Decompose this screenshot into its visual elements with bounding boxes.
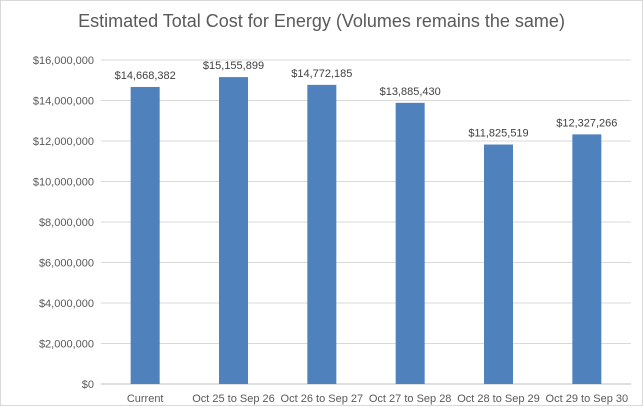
bar <box>219 77 248 384</box>
bar <box>130 86 160 384</box>
x-tick-label: Oct 28 to Sep 29 <box>457 393 540 405</box>
bar <box>572 134 602 384</box>
y-tick-label: $10,000,000 <box>33 177 94 189</box>
x-tick-label: Current <box>127 393 164 405</box>
data-label: $13,885,430 <box>380 86 441 98</box>
data-label: $12,327,266 <box>556 117 617 129</box>
x-tick-label: Oct 29 to Sep 30 <box>546 393 629 405</box>
x-tick-label: Oct 25 to Sep 26 <box>192 393 275 405</box>
y-tick-label: $14,000,000 <box>33 96 94 108</box>
bar <box>307 84 337 384</box>
y-tick-label: $0 <box>82 379 94 391</box>
bar <box>395 102 425 385</box>
y-tick-label: $8,000,000 <box>39 217 94 229</box>
data-label: $15,155,899 <box>203 60 264 72</box>
y-tick-label: $2,000,000 <box>39 339 94 351</box>
y-tick-label: $4,000,000 <box>39 298 94 310</box>
data-label: $11,825,519 <box>468 128 528 140</box>
y-tick-label: $6,000,000 <box>39 258 94 270</box>
bar <box>484 144 513 384</box>
chart-title: Estimated Total Cost for Energy (Volumes… <box>78 11 565 31</box>
data-label: $14,772,185 <box>291 68 352 80</box>
x-tick-label: Oct 26 to Sep 27 <box>281 393 364 405</box>
y-tick-label: $16,000,000 <box>33 55 94 67</box>
y-tick-label: $12,000,000 <box>33 136 94 148</box>
x-tick-label: Oct 27 to Sep 28 <box>369 393 452 405</box>
data-label: $14,668,382 <box>115 70 176 82</box>
